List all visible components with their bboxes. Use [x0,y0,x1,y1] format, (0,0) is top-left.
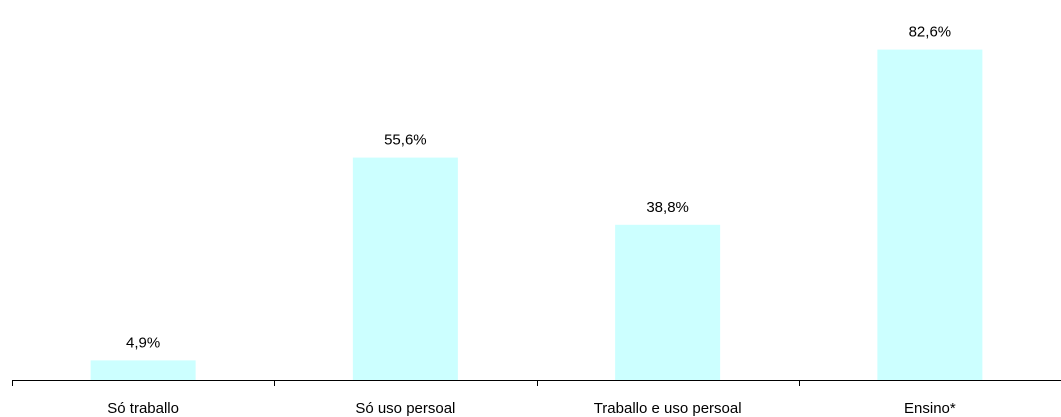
bar-so-uso-persoal [352,157,458,380]
x-axis-tick-labels: Só traballo Só uso persoal Traballo e uso … [107,400,956,417]
x-axis-ticks [12,380,800,386]
data-label-so-uso-persoal: 55,6% [384,132,427,149]
tick-label-so-traballo: Só traballo [107,400,179,417]
tick-label-ensino: Ensino* [904,400,956,417]
bars-group [90,49,983,380]
bar-traballo-e-uso-persoal [615,224,721,380]
data-label-so-traballo: 4,9% [126,334,160,351]
data-label-ensino: 82,6% [909,24,952,41]
bar-so-traballo [90,360,196,380]
data-label-traballo-e-uso-persoal: 38,8% [646,199,689,216]
tick-label-so-uso-persoal: Só uso persoal [355,400,455,417]
value-labels-group: 4,9% 55,6% 38,8% 82,6% [126,24,951,352]
bar-ensino [877,49,983,380]
tick-label-traballo-e-uso-persoal: Traballo e uso persoal [594,400,742,417]
